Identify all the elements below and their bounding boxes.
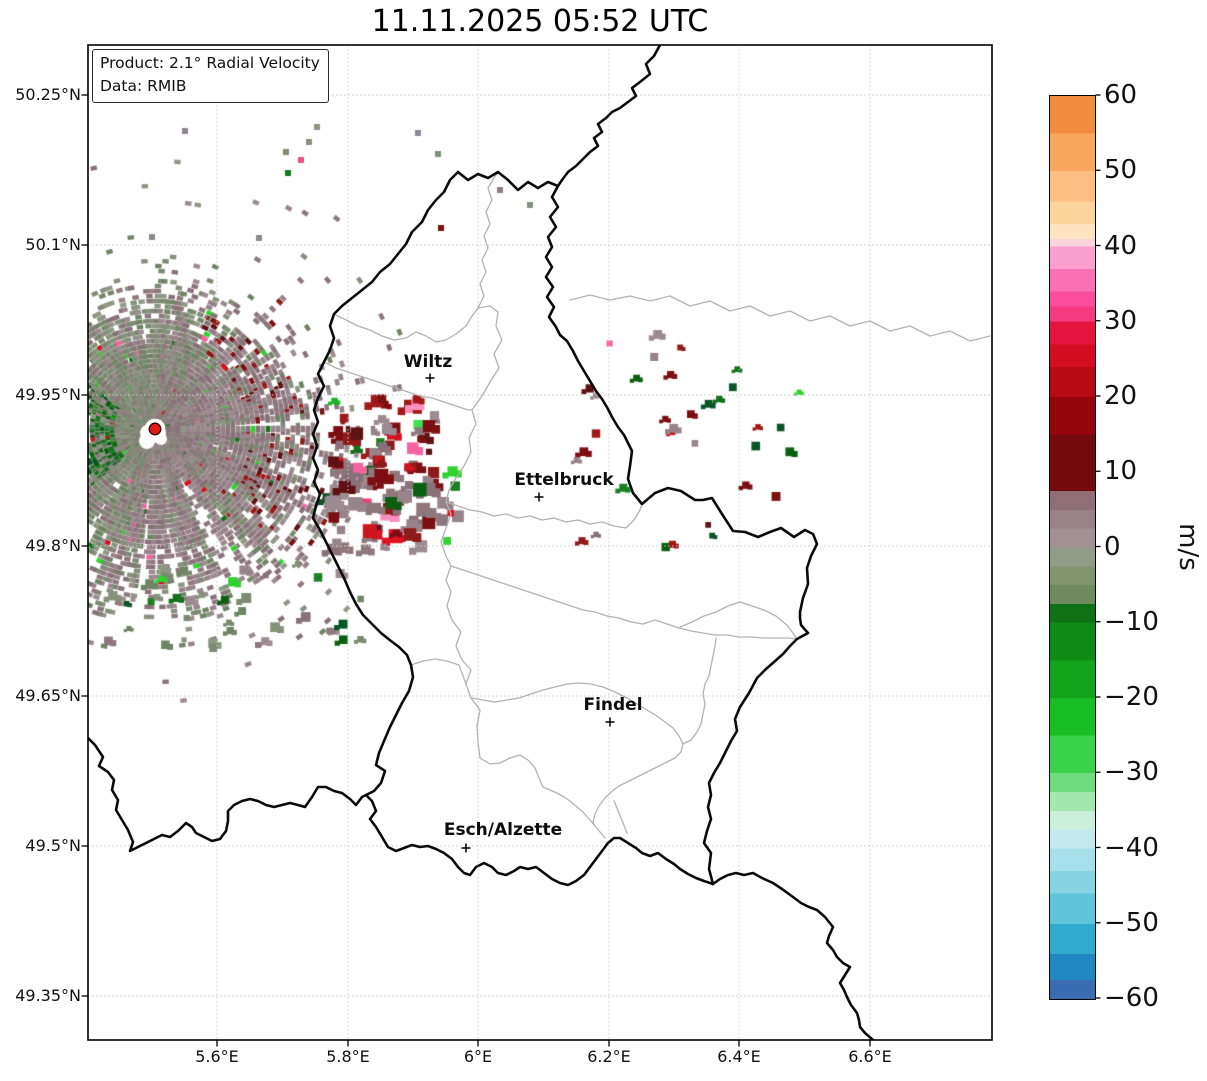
x-axis-tick-label: 6.6°E xyxy=(848,1047,892,1066)
colorbar xyxy=(1049,95,1096,1000)
y-axis-tick-label: 50.25°N xyxy=(15,85,81,104)
product-info-box: Product: 2.1° Radial Velocity Data: RMIB xyxy=(92,49,329,103)
city-label-esch-alzette: Esch/Alzette xyxy=(443,820,563,840)
y-axis-tick-label: 49.8°N xyxy=(25,536,81,555)
colorbar-tick-label: −30 xyxy=(1104,757,1159,788)
y-axis-tick-label: 49.5°N xyxy=(25,836,81,855)
colorbar-tick-label: 40 xyxy=(1104,230,1138,261)
city-label-findel: Findel xyxy=(583,695,643,715)
colorbar-tick-label: 50 xyxy=(1104,155,1138,186)
x-axis-tick-label: 5.6°E xyxy=(195,1047,239,1066)
product-info-line1: Product: 2.1° Radial Velocity xyxy=(100,54,320,72)
y-axis-tick-label: 49.65°N xyxy=(15,686,81,705)
colorbar-tick-label: −40 xyxy=(1104,832,1159,863)
x-axis-tick-label: 6.2°E xyxy=(587,1047,631,1066)
colorbar-tick-label: 0 xyxy=(1104,531,1121,562)
colorbar-tick-label: −60 xyxy=(1104,983,1159,1013)
colorbar-tick-label: −10 xyxy=(1104,606,1159,637)
colorbar-tick-label: 60 xyxy=(1104,80,1138,110)
plot-title: 11.11.2025 05:52 UTC xyxy=(371,4,709,39)
colorbar-tick-label: −50 xyxy=(1104,907,1159,938)
y-axis-tick-label: 49.35°N xyxy=(15,986,81,1005)
x-axis-tick-label: 6°E xyxy=(463,1047,493,1066)
colorbar-tick-label: 20 xyxy=(1104,381,1138,411)
colorbar-tick-label: 10 xyxy=(1104,456,1138,487)
x-axis-tick-label: 6.4°E xyxy=(717,1047,761,1066)
y-axis-tick-label: 49.95°N xyxy=(15,385,81,404)
city-label-ettelbruck: Ettelbruck xyxy=(514,470,614,490)
radar-velocity-field xyxy=(88,45,992,1040)
x-axis-tick-label: 5.8°E xyxy=(326,1047,370,1066)
city-label-wiltz: Wiltz xyxy=(403,352,453,372)
colorbar-tick-label: 30 xyxy=(1104,305,1138,336)
y-axis-tick-label: 50.1°N xyxy=(25,235,81,254)
product-info-line2: Data: RMIB xyxy=(100,77,187,96)
colorbar-tick-label: −20 xyxy=(1104,682,1159,712)
